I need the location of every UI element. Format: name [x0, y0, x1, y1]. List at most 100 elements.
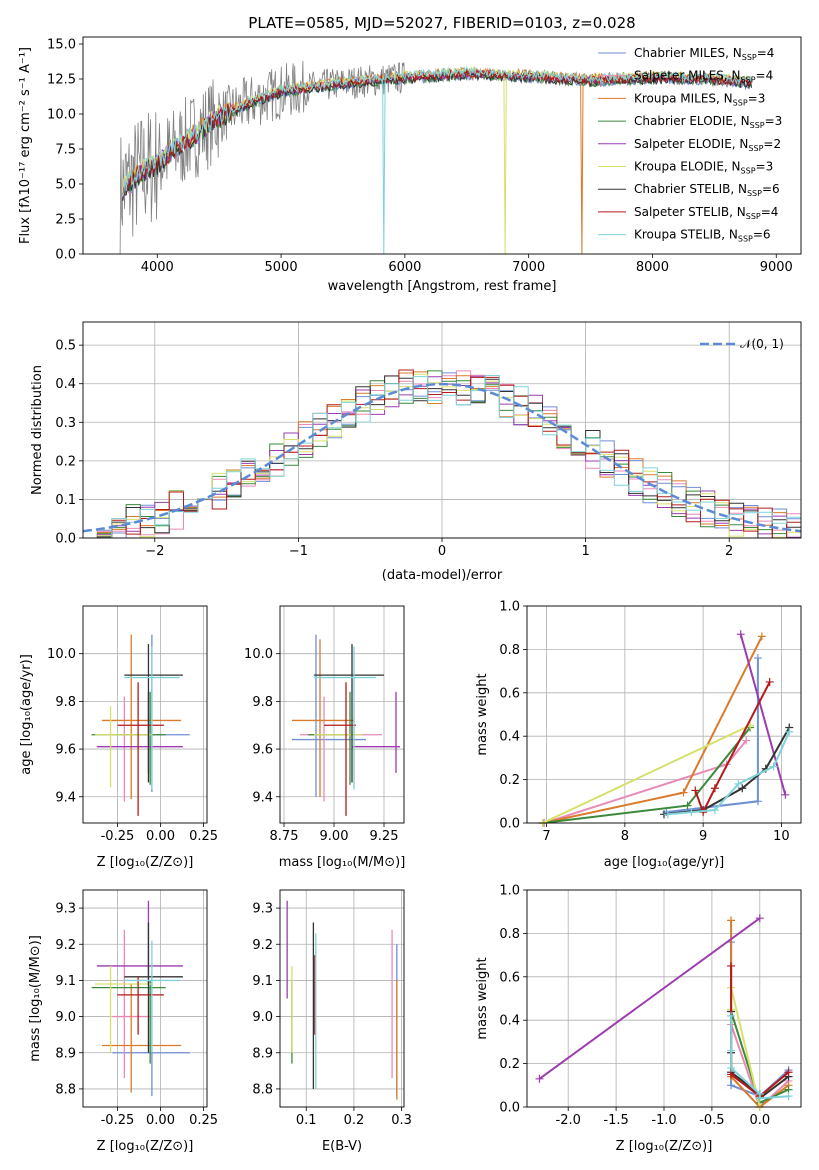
x-tick-label: 9.00 — [320, 829, 349, 844]
y-tick-label: 0.1 — [55, 493, 76, 508]
y-tick-label: 0.2 — [55, 454, 76, 469]
figure-title: PLATE=0585, MJD=52027, FIBERID=0103, z=0… — [248, 14, 635, 32]
y-tick-label: 0.4 — [499, 730, 520, 745]
y-tick-label: 12.5 — [47, 73, 76, 88]
marker — [742, 736, 751, 745]
y-tick-label: 0.0 — [55, 248, 76, 263]
legend-count: =4 — [756, 69, 774, 83]
y-tick-label: 9.8 — [252, 695, 273, 710]
legend-entry: Kroupa ELODIE, NSSP=3 — [634, 160, 773, 176]
x-tick-label: 5000 — [265, 260, 298, 275]
y-tick-label: 0.6 — [499, 970, 520, 985]
legend-subscript: SSP — [733, 98, 748, 107]
y-tick-label: 0.0 — [55, 532, 76, 547]
legend-subscript: SSP — [742, 53, 757, 62]
marker — [663, 810, 672, 819]
y-tick-label: 9.6 — [55, 743, 76, 758]
x-tick-label: 8.75 — [270, 829, 299, 844]
marker — [757, 632, 766, 641]
marker — [710, 784, 719, 793]
legend-entry: Salpeter STELIB, NSSP=4 — [634, 205, 778, 221]
x-tick-label: 0.3 — [391, 1113, 412, 1128]
marker — [781, 790, 790, 799]
marker — [734, 779, 743, 788]
legend-entry: Salpeter MILES, NSSP=4 — [634, 69, 773, 85]
y-tick-label: 9.2 — [55, 938, 76, 953]
y-axis-label: mass weight — [475, 957, 490, 1039]
marker — [784, 1068, 793, 1077]
y-tick-label: 0.8 — [499, 927, 520, 942]
legend-entry: Chabrier ELODIE, NSSP=3 — [634, 114, 782, 130]
legend-count: =6 — [753, 228, 771, 242]
x-tick-label: 1 — [581, 544, 589, 559]
marker — [753, 654, 762, 663]
marker — [753, 797, 762, 806]
series-salpeter-elodie — [538, 917, 761, 1080]
legend-subscript: SSP — [741, 76, 756, 85]
normal-curve — [83, 382, 801, 533]
x-tick-label: 0.00 — [146, 829, 175, 844]
x-axis-label: age [log₁₀(age/yr)] — [604, 855, 725, 870]
series-kroupa-elodie — [542, 724, 751, 824]
mass-weight-vs-z-axes: -2.0 -1.5 -1.0 -0.5 0.0 0.0 0.2 0.4 0.6 0.8 1.0 Z [… — [475, 884, 802, 1154]
legend-entry: 𝒩(0, 1) — [740, 337, 784, 351]
x-tick-label: 0.25 — [189, 1113, 218, 1128]
axes-frame — [82, 889, 208, 1108]
marker — [687, 808, 696, 817]
y-tick-label: 9.3 — [55, 902, 76, 917]
y-tick-label: 0.2 — [499, 773, 520, 788]
y-tick-label: 8.9 — [55, 1046, 76, 1061]
legend-count: =4 — [757, 46, 775, 60]
y-tick-label: 0.0 — [499, 1101, 520, 1116]
marker — [691, 786, 700, 795]
marker — [727, 916, 736, 925]
series-salpeter-stelib — [694, 681, 771, 815]
marker — [535, 1074, 544, 1083]
y-axis-label: mass [log₁₀(M/M⊙)] — [28, 935, 43, 1062]
y-tick-label: 1.0 — [499, 600, 520, 615]
marker — [765, 677, 774, 686]
y-tick-label: 0.4 — [499, 1014, 520, 1029]
legend-entry: Kroupa MILES, NSSP=3 — [634, 91, 765, 107]
y-tick-label: 0.4 — [55, 377, 76, 392]
legend-entry: Kroupa STELIB, NSSP=6 — [634, 228, 771, 244]
legend-count: =4 — [761, 205, 779, 219]
mass-weight-vs-age-axes: 7 8 9 10 0.0 0.2 0.4 0.6 0.8 1.0 age [log₁₀(age/yr… — [475, 600, 802, 870]
plot-area — [119, 60, 752, 254]
x-axis-label: mass [log₁₀(M/M⊙)] — [279, 855, 406, 870]
series-salpeter-elodie — [739, 633, 787, 796]
legend-subscript: SSP — [750, 121, 765, 130]
y-tick-label: 10.0 — [47, 647, 76, 662]
y-tick-label: 2.5 — [55, 213, 76, 228]
x-axis-label: E(B-V) — [322, 1139, 362, 1154]
y-tick-label: 9.8 — [55, 695, 76, 710]
marker — [755, 1094, 764, 1103]
x-tick-label: 4000 — [141, 260, 174, 275]
y-tick-label: 9.1 — [252, 974, 273, 989]
y-axis-label: Flux [fλ10⁻¹⁷ erg cm⁻² s⁻¹ A⁻¹] — [18, 47, 33, 244]
axes-frame — [279, 889, 405, 1108]
legend: Chabrier MILES, NSSP=4 Salpeter MILES, NS… — [598, 46, 782, 244]
legend-count: =3 — [756, 160, 774, 174]
x-tick-label: -2.0 — [556, 1113, 581, 1128]
hist-salpeter-stelib — [83, 369, 801, 538]
spectrum-axes: 4000 5000 6000 7000 8000 9000 0.0 2.5 5.0 7.5 10.0… — [18, 36, 802, 294]
y-tick-label: 9.6 — [252, 743, 273, 758]
axes-frame — [279, 605, 405, 824]
x-axis-label: (data-model)/error — [382, 568, 503, 583]
x-tick-label: -1.5 — [603, 1113, 628, 1128]
legend-count: =2 — [763, 137, 781, 151]
x-tick-label: -0.25 — [101, 1113, 135, 1128]
x-tick-label: 8 — [621, 829, 629, 844]
axes-frame — [82, 321, 802, 539]
y-tick-label: 0.8 — [499, 643, 520, 658]
y-tick-label: 0.6 — [499, 686, 520, 701]
x-tick-label: 0.00 — [146, 1113, 175, 1128]
age-vs-mass-axes: 8.75 9.00 9.25 9.4 9.6 9.8 10.0 mass [log₁₀(M/M… — [244, 605, 406, 870]
y-axis-label: age [log₁₀(age/yr)] — [19, 654, 34, 775]
x-tick-label: 9000 — [760, 260, 793, 275]
x-axis-label: Z [log₁₀(Z/Z⊙)] — [97, 1139, 194, 1154]
x-tick-label: 0.2 — [344, 1113, 365, 1128]
marker — [727, 961, 736, 970]
